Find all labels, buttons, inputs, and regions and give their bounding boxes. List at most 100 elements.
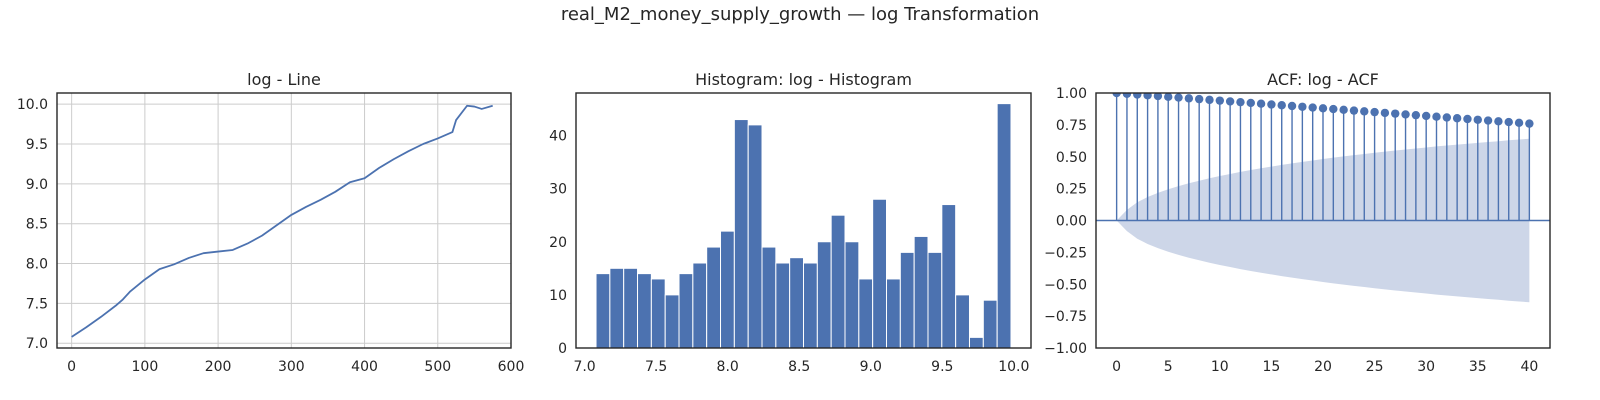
acf-marker [1349, 106, 1359, 115]
acf-marker [1256, 99, 1266, 108]
y-tick-label: 9.0 [26, 177, 48, 193]
panel-1: 0 100 200 300 400 500 600 7.0 7.5 8.0 8.5 9.0 9.5 10.… [17, 70, 525, 375]
acf-marker [1483, 116, 1493, 125]
x-tick-label: 30 [1417, 359, 1435, 375]
x-tick-label: 40 [1520, 359, 1538, 375]
histogram-bar [623, 267, 639, 348]
acf-marker [1277, 101, 1286, 110]
x-tick-label: 300 [278, 359, 305, 375]
histogram-bar [885, 278, 901, 348]
x-tick-label: 7.5 [645, 359, 667, 375]
x-tick-label: 500 [424, 359, 451, 375]
x-tick-label: 9.5 [931, 359, 953, 375]
y-tick-label: 20 [549, 235, 567, 251]
x-tick-label: 400 [351, 359, 378, 375]
histogram-bar [996, 103, 1012, 348]
x-tick-label: 20 [1314, 359, 1332, 375]
histogram-bar [913, 235, 929, 348]
acf-marker [1174, 93, 1183, 102]
x-tick-label: 0 [1112, 359, 1121, 375]
histogram-bar [941, 204, 957, 348]
acf-marker [1504, 117, 1513, 127]
x-tick-label: 9.0 [860, 359, 882, 375]
y-tick-label: −1.00 [1044, 341, 1087, 357]
acf-marker [1370, 107, 1379, 117]
acf-marker [1473, 115, 1482, 124]
histogram-bar [789, 257, 805, 348]
acf-marker [1380, 108, 1390, 118]
x-tick-label: 7.0 [573, 359, 595, 375]
x-tick-label: 8.0 [717, 359, 739, 375]
panel-2: 7.0 7.5 8.0 8.5 9.0 9.5 10.0 0 10 20 30 40 Histogram… [549, 70, 1032, 375]
acf-marker [1287, 101, 1297, 111]
histogram-bar [678, 273, 694, 348]
y-tick-label: −0.75 [1044, 309, 1087, 325]
acf-marker [1452, 114, 1462, 123]
acf-marker [1391, 109, 1400, 118]
x-tick-label: 35 [1469, 359, 1487, 375]
acf-marker [1225, 97, 1235, 106]
figure-title: real_M2_money_supply_growth — log Transf… [560, 4, 1040, 25]
acf-marker [1411, 110, 1421, 120]
x-tick-label: 600 [498, 359, 525, 375]
histogram-bar [706, 246, 722, 348]
histogram-bar [609, 267, 625, 348]
x-tick-label: 15 [1262, 359, 1280, 375]
plot-area [1096, 93, 1550, 303]
histogram-bar [692, 262, 708, 348]
histogram-bar [968, 336, 984, 348]
acf-marker [1432, 112, 1441, 121]
acf-marker [1164, 93, 1173, 102]
panel-3: 0 5 10 15 20 25 30 35 40 −1.00 −0.75 −0.50 −0.25 0.00… [1044, 70, 1551, 375]
panel-title: log - Line [247, 70, 321, 89]
histogram-bar [720, 230, 735, 348]
histogram-bar [747, 124, 763, 348]
histogram-bar [927, 251, 943, 348]
y-tick-label: 10 [549, 288, 567, 304]
acf-marker [1329, 104, 1338, 114]
y-tick-label: 8.5 [26, 217, 48, 233]
x-tick-label: 0 [67, 359, 76, 375]
histogram-bar [816, 241, 832, 348]
y-tick-label: 1.00 [1056, 86, 1087, 102]
y-tick-label: 9.5 [26, 137, 48, 153]
y-tick-label: −0.50 [1044, 277, 1087, 293]
acf-marker [1339, 105, 1348, 115]
acf-marker [1133, 93, 1142, 99]
histogram-bar [982, 299, 998, 348]
y-tick-label: 0.00 [1056, 214, 1087, 230]
histogram-bar [637, 273, 652, 348]
panel-title: Histogram: log - Histogram [695, 70, 912, 89]
histogram-bar [830, 214, 846, 348]
y-tick-label: 40 [549, 129, 567, 145]
y-tick-label: 0.25 [1056, 182, 1087, 198]
histogram-bar [761, 246, 777, 348]
y-tick-label: 30 [549, 182, 567, 198]
acf-marker [1194, 94, 1204, 104]
x-tick-label: 8.5 [788, 359, 810, 375]
histogram-bar [899, 251, 915, 348]
acf-marker [1184, 94, 1194, 103]
acf-marker [1360, 107, 1369, 116]
histogram-bar [733, 119, 749, 348]
histogram-bar [650, 278, 666, 348]
y-tick-label: 0.75 [1056, 118, 1087, 134]
x-tick-label: 25 [1366, 359, 1384, 375]
histogram-bar [803, 262, 818, 348]
acf-marker [1122, 93, 1132, 98]
acf-marker [1421, 111, 1431, 121]
histogram-bar [595, 273, 611, 348]
acf-marker [1267, 100, 1276, 109]
y-tick-label: 0.50 [1056, 150, 1087, 166]
acf-marker [1525, 119, 1534, 128]
y-tick-label: 0 [558, 341, 567, 357]
acf-marker [1215, 96, 1225, 105]
acf-marker [1463, 114, 1472, 124]
acf-marker [1514, 118, 1524, 128]
y-tick-label: 8.0 [26, 257, 48, 273]
histogram-bar [664, 294, 680, 348]
acf-marker [1236, 97, 1245, 107]
y-tick-label: 10.0 [17, 97, 48, 113]
